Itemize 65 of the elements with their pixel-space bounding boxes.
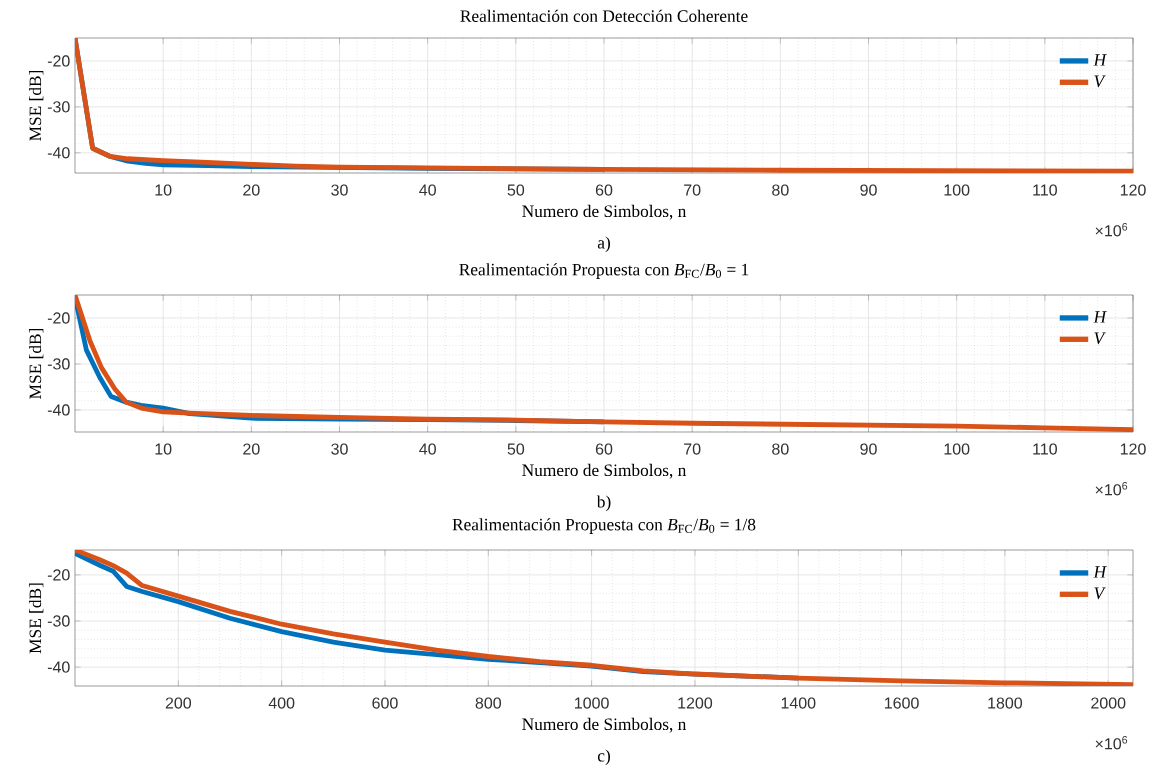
x-tick-label: 400: [268, 697, 295, 709]
x-tick-label: 70: [684, 184, 701, 196]
x-tick-label: 100: [944, 443, 970, 455]
legend-label: H: [1093, 566, 1107, 578]
x-tick-label: 10: [155, 443, 172, 455]
x-tick-label: 800: [475, 697, 502, 709]
legend-label: V: [1094, 332, 1106, 345]
x-tick-label: 80: [772, 184, 789, 196]
text: ×10$^{6}$: [1095, 223, 1128, 237]
chart-title: Realimentación Propuesta con B$_{FC}$/B$_{0}$ = 1: [459, 263, 749, 279]
x-tick-label: 110: [1033, 443, 1057, 455]
y-tick-label: -40: [47, 404, 70, 416]
x-tick-label: 40: [419, 443, 436, 455]
x-tick-label: 1200: [678, 697, 713, 709]
y-tick-label: -30: [47, 101, 70, 113]
y-axis-title: MSE [dB]: [29, 328, 44, 399]
x-tick-label: 10: [155, 184, 172, 196]
x-axis-title: Numero de Simbolos, n: [522, 204, 687, 220]
text: a): [597, 236, 610, 253]
x-tick-label: 60: [595, 443, 613, 455]
x-tick-label: 20: [243, 443, 260, 455]
x-tick-label: 50: [507, 443, 525, 455]
x-tick-label: 100: [944, 184, 970, 196]
x-tick-label: 40: [419, 184, 436, 196]
chart-title: Realimentación Propuesta con B$_{FC}$/B$_{0}$ = 1/8: [452, 518, 756, 534]
text: b): [596, 495, 611, 512]
x-tick-label: 70: [684, 443, 701, 455]
y-tick-label: -20: [47, 569, 70, 581]
text: ×10$^{6}$: [1095, 482, 1128, 496]
y-tick-label: -20: [47, 312, 70, 324]
x-tick-label: 90: [860, 443, 877, 455]
text: c): [597, 749, 610, 766]
x-tick-label: 30: [331, 443, 348, 455]
y-tick-label: -20: [47, 55, 70, 67]
x-tick-label: 20: [243, 184, 260, 196]
x-tick-label: 1600: [884, 697, 919, 709]
x-tick-label: 80: [772, 443, 789, 455]
text: ×10$^{6}$: [1095, 736, 1128, 750]
legend-label: V: [1094, 587, 1106, 600]
x-tick-label: 110: [1033, 184, 1057, 196]
y-tick-label: -40: [47, 661, 70, 673]
legend-label: V: [1094, 75, 1106, 88]
y-tick-label: -30: [47, 615, 70, 627]
x-tick-label: 90: [860, 184, 877, 196]
x-tick-label: 30: [331, 184, 348, 196]
y-axis-title: MSE [dB]: [29, 583, 44, 654]
x-axis-title: Numero de Simbolos, n: [522, 463, 687, 479]
line-series: [75, 550, 1134, 687]
x-tick-label: 1400: [781, 697, 816, 709]
x-axis-title: Numero de Simbolos, n: [522, 717, 687, 733]
x-tick-label: 120: [1120, 443, 1146, 455]
y-tick-label: -30: [47, 358, 70, 370]
x-tick-label: 200: [165, 697, 192, 709]
legend-label: H: [1093, 54, 1107, 66]
x-tick-label: 60: [595, 184, 613, 196]
y-axis-title: MSE [dB]: [29, 70, 44, 141]
x-tick-label: 1000: [575, 697, 609, 709]
y-tick-label: -40: [47, 147, 70, 159]
x-tick-label: 50: [507, 184, 525, 196]
chart-title: Realimentación con Detección Coherente: [460, 9, 748, 22]
x-tick-label: 2000: [1091, 697, 1126, 709]
legend-label: H: [1093, 311, 1107, 323]
x-tick-label: 1800: [988, 697, 1023, 709]
x-tick-label: 600: [372, 697, 398, 709]
x-tick-label: 120: [1120, 184, 1146, 196]
